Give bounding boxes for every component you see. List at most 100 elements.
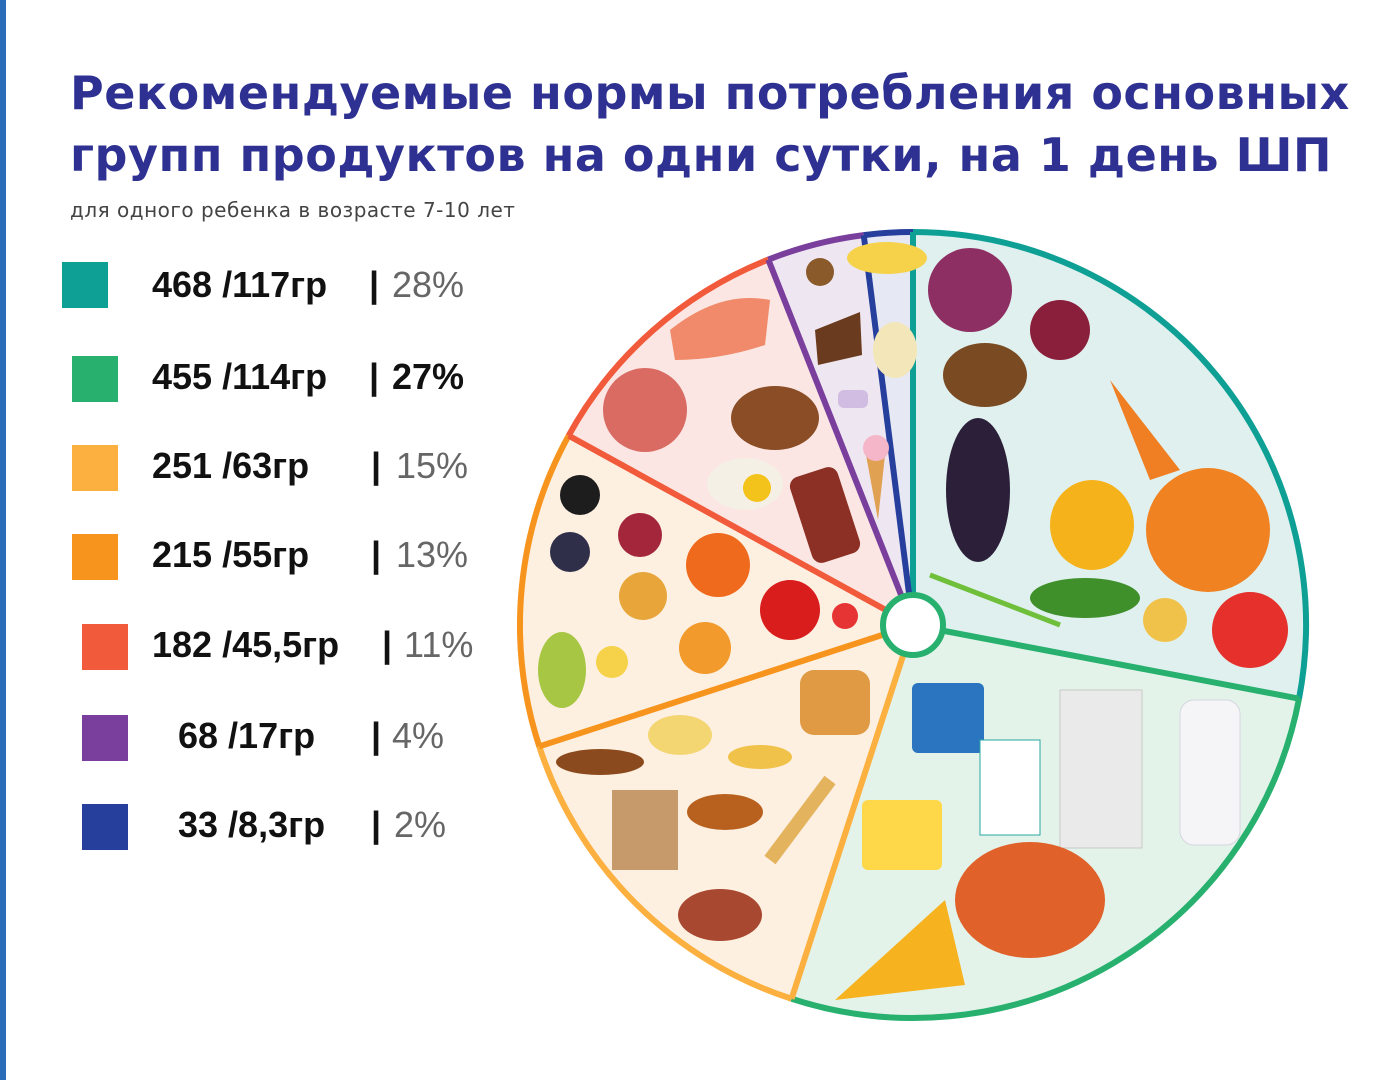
persimmon-icon — [686, 533, 750, 597]
legend-percent: 27% — [392, 356, 465, 397]
pumpkin-icon — [1146, 468, 1270, 592]
milk-carton-icon — [1059, 689, 1143, 849]
cake-icon — [815, 312, 862, 365]
apricot-icon — [679, 622, 731, 674]
egg-yolk-icon — [743, 474, 771, 502]
strawberry-icon — [832, 603, 858, 629]
legend-item: 68 /17гр | 4% — [0, 713, 520, 761]
pie-separator — [860, 234, 913, 596]
legend-item: 215 /55гр | 13% — [0, 532, 520, 580]
apricot-small-icon — [596, 646, 628, 678]
blackcurrant-icon — [560, 475, 600, 515]
legend-value: 251 /63гр — [152, 445, 310, 486]
beans-icon — [678, 889, 762, 941]
roast-chicken-icon — [731, 386, 819, 450]
baguette-icon — [687, 794, 763, 830]
chart-subtitle: для одного ребенка в возрасте 7-10 лет — [70, 198, 516, 222]
pie-slice-rim — [565, 256, 770, 438]
legend-percent: 4% — [392, 715, 445, 756]
pie-separator — [538, 631, 886, 750]
legend-percent: 15% — [396, 445, 469, 486]
legend-percent: 13% — [396, 534, 469, 575]
crackers-icon — [728, 745, 792, 769]
candy-icon — [838, 390, 868, 408]
legend-swatch — [82, 804, 128, 850]
legend-separator: | — [382, 624, 393, 665]
cheese-icon — [835, 900, 965, 1000]
apple-red-icon — [760, 580, 820, 640]
grapes-icon — [550, 532, 590, 572]
legend-percent: 11% — [404, 624, 474, 665]
legend-separator: | — [369, 356, 380, 397]
cottage-cheese-bowl-icon — [955, 842, 1105, 958]
pie-slice-rim — [517, 434, 572, 748]
cucumber-icon — [1030, 578, 1140, 618]
plum-icon — [618, 513, 662, 557]
green-onion-icon — [929, 572, 1061, 628]
cabbage-icon — [928, 248, 1012, 332]
chart-title: Рекомендуемые нормы потребления основных… — [70, 66, 1350, 182]
bread-roll-icon — [556, 749, 644, 775]
pie-center-hub — [880, 592, 946, 658]
pie-slice-rim — [536, 745, 793, 1002]
ice-cream-icon — [863, 435, 889, 461]
legend-separator: | — [369, 264, 380, 305]
legend-separator: | — [371, 445, 382, 486]
legend-swatch — [72, 534, 118, 580]
pasta-icon — [764, 775, 836, 865]
legend-swatch — [82, 715, 128, 761]
bread-loaf-icon — [800, 670, 870, 735]
potato-icon — [943, 343, 1027, 407]
pie-slice-rim — [790, 698, 1302, 1021]
legend-value: 182 /45,5гр — [152, 624, 340, 665]
pie-separator — [941, 627, 1300, 702]
legend-separator: | — [371, 715, 382, 756]
legend-item: 455 /114гр | 27% — [0, 354, 520, 402]
pie-separator — [788, 652, 907, 1000]
sausage-meat-icon — [789, 467, 861, 563]
pie-slice-rim — [863, 229, 914, 239]
milk-bottle-icon — [1179, 699, 1241, 846]
beet-icon — [1030, 300, 1090, 360]
pepper-icon — [1050, 480, 1134, 570]
pie-slice-rim — [767, 232, 865, 263]
legend-item: 251 /63гр | 15% — [0, 443, 520, 491]
legend-value: 33 /8,3гр — [178, 804, 326, 845]
pie-separator — [765, 258, 905, 599]
butter-bowl-icon — [648, 715, 712, 755]
legend-percent: 2% — [394, 804, 447, 845]
ice-cream-cone-icon — [866, 455, 885, 520]
oil-bottle-icon — [873, 322, 917, 378]
carrot-icon — [1110, 380, 1180, 480]
legend-item: 33 /8,3гр | 2% — [0, 802, 520, 850]
tomato-icon — [1212, 592, 1288, 668]
legend-separator: | — [371, 534, 382, 575]
salmon-icon — [670, 298, 770, 360]
legend-swatch — [62, 262, 108, 308]
butter-plate-icon — [847, 242, 927, 274]
legend-value: 468 /117гр — [152, 264, 328, 305]
legend-percent: 28% — [392, 264, 465, 305]
nuts-icon — [806, 258, 834, 286]
kefir-icon — [979, 739, 1041, 836]
legend-separator: | — [371, 804, 382, 845]
legend-item: 468 /117гр | 28% — [0, 262, 520, 310]
eggplant-icon — [946, 418, 1010, 562]
legend-swatch — [72, 356, 118, 402]
apple-yellow-icon — [619, 572, 667, 620]
ham-icon — [603, 368, 687, 452]
legend-item: 182 /45,5гр | 11% — [0, 622, 520, 670]
left-accent-rule — [0, 0, 6, 1080]
butter-cup-icon — [862, 800, 942, 870]
flour-bag-icon — [612, 790, 678, 870]
pie-slice-rim — [912, 229, 1309, 700]
pie-separator — [567, 433, 889, 614]
legend-value: 455 /114гр — [152, 356, 328, 397]
legend-swatch — [82, 624, 128, 670]
legend-swatch — [72, 445, 118, 491]
legend-value: 215 /55гр — [152, 534, 310, 575]
yogurt-icon — [912, 683, 984, 753]
pear-icon — [538, 632, 586, 708]
legend-value: 68 /17гр — [178, 715, 316, 756]
